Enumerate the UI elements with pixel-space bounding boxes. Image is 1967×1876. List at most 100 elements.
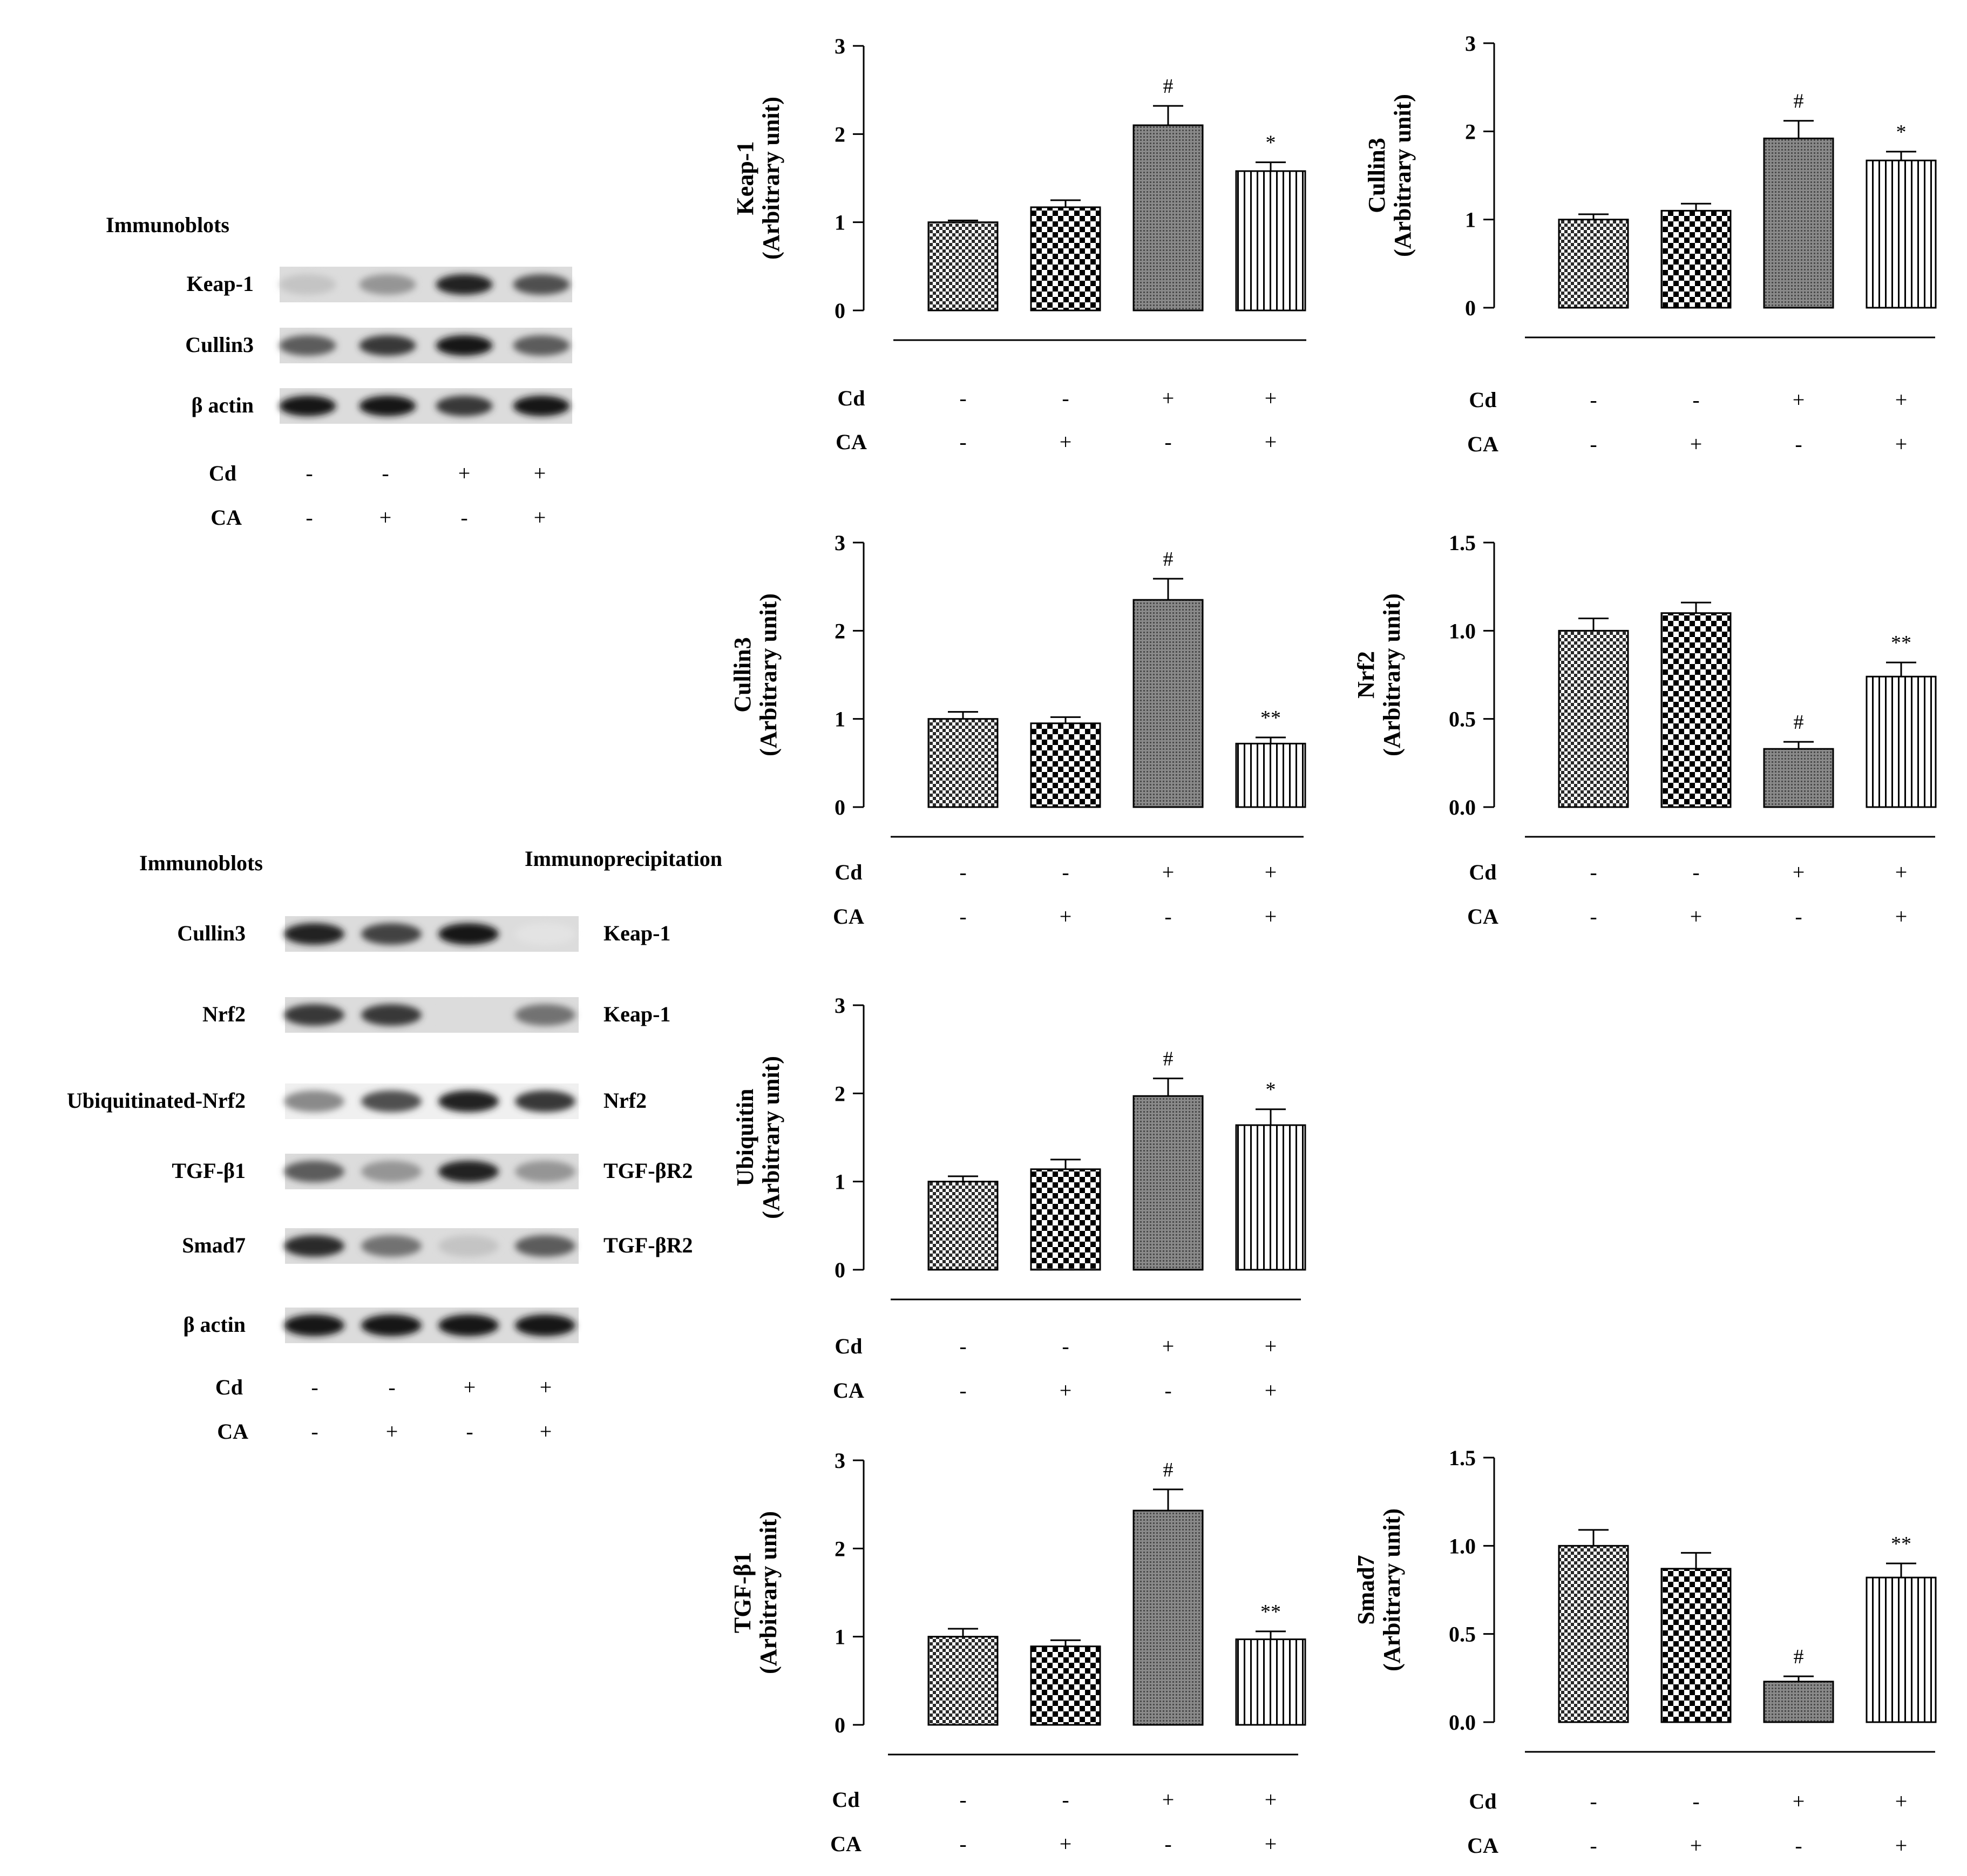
ca-sign: - bbox=[1795, 904, 1802, 929]
bar-chart-7: 0.0 0.5 1.0 1.5 Smad7 (Arbitrary unit) # ** Cd CA… bbox=[1353, 1446, 1937, 1858]
significance-mark: # bbox=[1794, 711, 1804, 734]
ca-label: CA bbox=[833, 904, 864, 929]
y-tick-label: 2 bbox=[835, 122, 845, 146]
y-axis-label: Cullin3 bbox=[729, 637, 756, 712]
cd-sign: - bbox=[1062, 1334, 1069, 1358]
ca-sign: + bbox=[1060, 904, 1072, 929]
bar bbox=[1763, 1681, 1834, 1723]
cd-sign: + bbox=[1265, 386, 1277, 410]
cd-sign: - bbox=[959, 1787, 966, 1812]
ca-sign: - bbox=[1795, 432, 1802, 456]
y-axis-label: TGF-β1 bbox=[729, 1552, 756, 1633]
y-tick-label: 0.5 bbox=[1449, 1622, 1476, 1647]
ca-label: CA bbox=[1467, 1833, 1498, 1858]
y-axis-unit-label: (Arbitrary unit) bbox=[1389, 94, 1416, 257]
cd-sign: - bbox=[1062, 386, 1069, 410]
cd-sign: + bbox=[1162, 386, 1175, 410]
ca-sign: + bbox=[534, 505, 546, 530]
y-axis-unit-label: (Arbitrary unit) bbox=[758, 97, 784, 260]
blot-band bbox=[279, 335, 336, 356]
cd-label: Cd bbox=[1469, 860, 1496, 884]
ca-sign: - bbox=[306, 505, 313, 530]
blot-band bbox=[438, 1091, 499, 1112]
blot-band bbox=[513, 274, 570, 295]
y-tick-label: 0 bbox=[1465, 296, 1476, 320]
significance-mark: # bbox=[1794, 90, 1804, 113]
y-axis-label: Smad7 bbox=[1353, 1555, 1379, 1625]
y-axis-label: Ubiquitin bbox=[732, 1089, 758, 1187]
bar bbox=[927, 1181, 999, 1271]
cd-sign: + bbox=[1265, 1334, 1277, 1358]
y-tick-label: 3 bbox=[835, 34, 845, 58]
ca-sign: - bbox=[1590, 432, 1597, 456]
ca-label: CA bbox=[1467, 432, 1498, 456]
cd-sign: + bbox=[1895, 388, 1908, 412]
blot-band bbox=[359, 396, 416, 416]
ca-sign: + bbox=[1690, 432, 1703, 456]
ca-sign: + bbox=[1895, 432, 1908, 456]
blot-row-label: Nrf2 bbox=[202, 1002, 246, 1026]
cd-sign: + bbox=[1895, 860, 1908, 884]
cd-sign: + bbox=[1793, 1789, 1805, 1813]
blot-band bbox=[361, 1004, 422, 1026]
cd-sign: - bbox=[1692, 1789, 1699, 1813]
cd-label: Cd bbox=[835, 860, 862, 884]
blot-panel-top: Immunoblots Keap-1 Cullin3 β actin Cd CA - - - +… bbox=[106, 213, 572, 530]
cd-sign: - bbox=[959, 860, 966, 884]
ca-label: CA bbox=[211, 505, 242, 530]
cd-label: Cd bbox=[835, 1334, 862, 1358]
significance-mark: ** bbox=[1260, 707, 1281, 729]
blot-band bbox=[284, 1161, 344, 1182]
y-tick-label: 1.0 bbox=[1449, 1534, 1476, 1558]
blot-band bbox=[438, 923, 499, 945]
blot-ip-label: Keap-1 bbox=[603, 921, 670, 945]
ca-label: CA bbox=[833, 1378, 864, 1403]
y-axis-label: Cullin3 bbox=[1364, 138, 1390, 213]
bar bbox=[1030, 1645, 1101, 1726]
blot-band bbox=[284, 1091, 344, 1112]
cd-sign: + bbox=[1162, 860, 1175, 884]
ca-sign: + bbox=[540, 1419, 552, 1444]
bar bbox=[1660, 209, 1732, 309]
y-tick-label: 2 bbox=[1465, 119, 1476, 144]
bar bbox=[1132, 1095, 1204, 1271]
bar bbox=[927, 1636, 999, 1726]
bar bbox=[1660, 1568, 1732, 1723]
y-tick-label: 3 bbox=[835, 1448, 845, 1473]
blot-band bbox=[359, 274, 416, 295]
cd-sign: + bbox=[1265, 860, 1277, 884]
blot-bottom-title-right: Immunoprecipitation bbox=[525, 846, 722, 871]
significance-mark: # bbox=[1163, 1459, 1174, 1481]
blot-band bbox=[279, 274, 336, 295]
bar-chart-5: 0 1 2 3 Ubiquitin (Arbitrary unit) # * Cd CA - - - + +… bbox=[732, 993, 1306, 1403]
blot-band bbox=[513, 396, 570, 416]
cd-label: Cd bbox=[215, 1375, 243, 1399]
cd-sign: - bbox=[1590, 860, 1597, 884]
bar bbox=[927, 718, 999, 808]
cd-sign: - bbox=[388, 1375, 395, 1399]
cd-label: Cd bbox=[1469, 388, 1496, 412]
blot-band bbox=[361, 1161, 422, 1182]
ca-sign: - bbox=[460, 505, 467, 530]
cd-sign: - bbox=[1692, 388, 1699, 412]
bar-chart-4: 0.0 0.5 1.0 1.5 Nrf2 (Arbitrary unit) # ** Cd CA -… bbox=[1353, 531, 1937, 929]
significance-mark: # bbox=[1163, 75, 1174, 98]
blot-row-label: Cullin3 bbox=[185, 333, 254, 357]
blot-band bbox=[284, 1235, 344, 1257]
blot-row-label: Smad7 bbox=[182, 1233, 246, 1257]
ca-sign: - bbox=[959, 1378, 966, 1403]
bar bbox=[1030, 1168, 1101, 1271]
blot-ip-label: TGF-βR2 bbox=[603, 1233, 693, 1257]
y-tick-label: 0.0 bbox=[1449, 1710, 1476, 1735]
ca-sign: + bbox=[1265, 1832, 1277, 1856]
cd-sign: - bbox=[1590, 388, 1597, 412]
y-tick-label: 0 bbox=[835, 1713, 845, 1737]
cd-label: Cd bbox=[837, 386, 865, 410]
ca-sign: - bbox=[1164, 1378, 1171, 1403]
blot-band bbox=[513, 335, 570, 356]
ca-sign: - bbox=[466, 1419, 473, 1444]
ca-label: CA bbox=[830, 1832, 862, 1856]
blot-band bbox=[515, 1004, 575, 1026]
cd-sign: + bbox=[540, 1375, 552, 1399]
y-axis-unit-label: (Arbitrary unit) bbox=[1379, 593, 1405, 756]
